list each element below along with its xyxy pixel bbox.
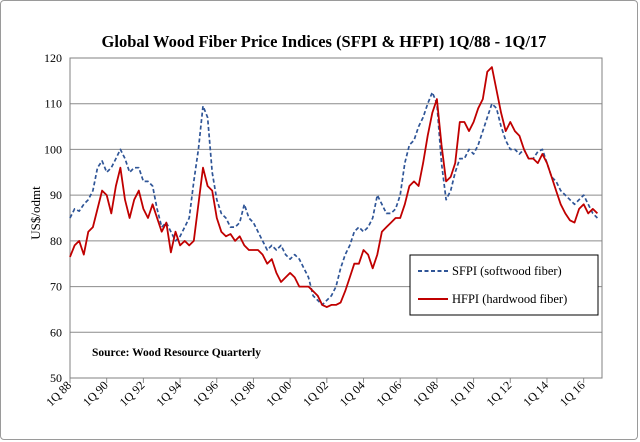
y-tick-label: 50 [50, 371, 62, 385]
x-tick-label: 1Q 02 [300, 378, 331, 409]
x-tick-label: 1Q 90 [80, 378, 111, 409]
x-tick-label: 1Q 08 [410, 378, 441, 409]
legend-box [409, 254, 599, 316]
series-line-hfpi [69, 66, 599, 308]
x-tick-label: 1Q 12 [484, 378, 515, 409]
y-tick-label: 60 [50, 325, 62, 339]
legend-label-hfpi: HFPI (hardwood fiber) [452, 292, 567, 306]
series-lines [69, 66, 599, 308]
series-line-sfpi [69, 91, 599, 306]
gridlines [70, 57, 602, 379]
x-tick-label: 1Q 04 [337, 378, 368, 409]
x-tick-label: 1Q 14 [520, 378, 551, 409]
legend-label-sfpi: SFPI (softwood fiber) [452, 264, 562, 278]
x-tick-label: 1Q 06 [373, 378, 404, 409]
x-tick-label: 1Q 94 [153, 378, 184, 409]
x-tick-label: 1Q 00 [263, 378, 294, 409]
x-tick-label: 1Q 96 [190, 378, 221, 409]
y-axis-label: US$/odmt [28, 186, 43, 240]
x-tick-label: 1Q 98 [227, 378, 258, 409]
chart-title: Global Wood Fiber Price Indices (SFPI & … [102, 32, 547, 51]
y-tick-label: 80 [50, 234, 62, 248]
x-tick-label: 1Q 92 [117, 378, 148, 409]
y-tick-label: 90 [50, 188, 62, 202]
x-tick-label: 1Q 10 [447, 378, 478, 409]
y-tick-label: 110 [44, 97, 62, 111]
x-axis-ticks: 1Q 88 1Q 90 1Q 92 1Q 94 1Q 96 1Q 98 1Q 00 1Q 02… [43, 378, 588, 409]
x-tick-label: 1Q 88 [43, 378, 74, 409]
x-tick-label: 1Q 16 [557, 378, 588, 409]
y-tick-label: 120 [44, 51, 62, 65]
source-note: Source: Wood Resource Quarterly [92, 347, 261, 359]
y-tick-label: 70 [50, 280, 62, 294]
y-axis-ticks: 50 60 70 80 90 100 110 120 [44, 51, 62, 385]
legend: SFPI (softwood fiber) HFPI (hardwood fib… [409, 254, 599, 316]
plot-area [69, 57, 603, 379]
y-tick-label: 100 [44, 142, 62, 156]
